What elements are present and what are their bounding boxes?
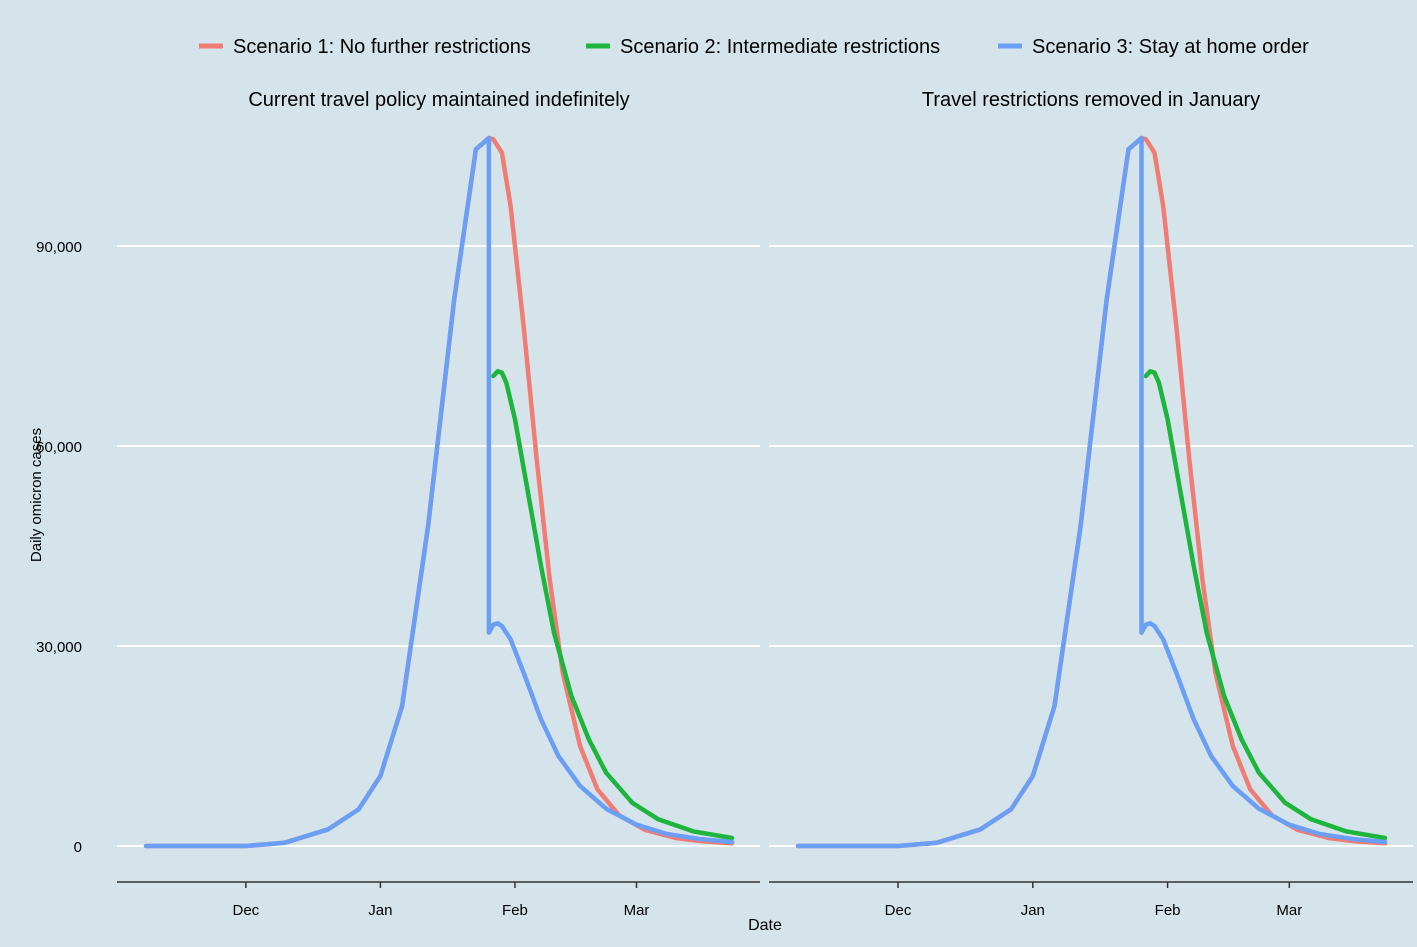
x-tick-label: Mar: [1276, 902, 1302, 919]
series-line-scenario2: [1143, 369, 1388, 841]
x-tick-label: Mar: [624, 902, 650, 919]
legend-item-scenario1: Scenario 1: No further restrictions: [199, 36, 531, 58]
legend-item-scenario2: Scenario 2: Intermediate restrictions: [586, 36, 940, 58]
x-tick-label: Feb: [502, 902, 528, 919]
legend-item-scenario3: Scenario 3: Stay at home order: [998, 36, 1309, 58]
y-tick-label: 90,000: [36, 239, 82, 256]
panel-2: Travel restrictions removed in January De…: [769, 89, 1413, 919]
y-tick-label: 0: [74, 839, 82, 856]
legend-label-scenario2: Scenario 2: Intermediate restrictions: [620, 36, 940, 58]
panel-1: Current travel policy maintained indefin…: [117, 89, 760, 919]
y-tick-label: 30,000: [36, 639, 82, 656]
series-line-scenario2: [491, 369, 735, 841]
series-line-scenario3: [795, 135, 1388, 849]
y-tick-label: 60,000: [36, 439, 82, 456]
x-axis-label: Date: [748, 917, 782, 934]
x-tick-label: Dec: [232, 902, 259, 919]
panel-title: Current travel policy maintained indefin…: [248, 89, 629, 111]
legend-label-scenario3: Scenario 3: Stay at home order: [1032, 36, 1309, 58]
x-tick-label: Dec: [885, 902, 912, 919]
x-tick-label: Jan: [368, 902, 392, 919]
panel-title: Travel restrictions removed in January: [922, 89, 1260, 111]
y-axis-label: Daily omicron cases: [28, 428, 45, 562]
panels: 0 30,000 60,000 90,000 Current travel policy…: [36, 89, 1413, 919]
legend-label-scenario1: Scenario 1: No further restrictions: [233, 36, 531, 58]
x-tick-label: Jan: [1021, 902, 1045, 919]
legend: Scenario 1: No further restrictions Scena…: [199, 36, 1309, 58]
series-line-scenario3: [143, 135, 735, 849]
x-tick-label: Feb: [1155, 902, 1181, 919]
